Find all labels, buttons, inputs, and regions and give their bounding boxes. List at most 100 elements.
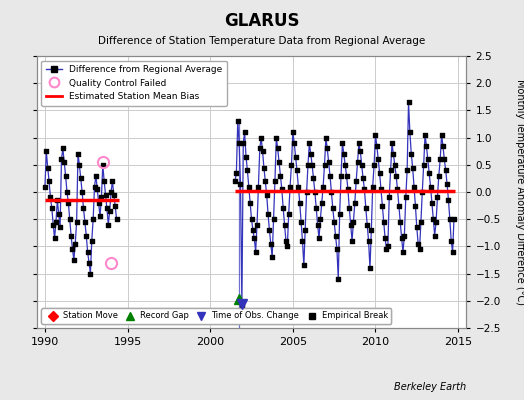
Point [71,240,80,247]
Point [379,219,388,225]
Point [104,222,113,228]
Point [399,249,407,255]
Point [374,156,383,162]
Point [57,156,66,162]
Point [366,265,374,271]
Point [383,246,391,252]
Point [364,238,373,244]
Point [331,232,340,239]
Point [46,194,54,201]
Point [75,162,83,168]
Point [344,186,352,192]
Point [377,186,385,192]
Point [245,183,253,190]
Point [97,194,106,201]
Point [243,167,252,174]
Point [322,134,330,141]
Point [420,162,428,168]
Point [61,172,70,179]
Point [378,202,387,209]
Point [264,210,272,217]
Point [41,183,49,190]
Point [258,148,267,154]
Point [107,189,115,195]
Point [307,151,315,157]
Point [291,154,300,160]
Point [105,208,114,214]
Point [250,235,258,242]
Point [92,172,100,179]
Point [326,172,334,179]
Point [271,178,279,184]
Point [422,142,431,149]
Point [444,197,453,203]
Point [385,194,394,201]
Point [103,205,111,212]
Point [353,159,362,165]
Point [108,178,117,184]
Point [88,238,96,244]
Point [341,162,350,168]
Point [313,222,322,228]
Point [311,189,319,195]
Point [265,227,274,233]
Point [293,167,301,174]
Point [355,140,363,146]
Point [289,129,297,135]
Point [96,213,104,220]
Point [72,219,81,225]
Point [395,202,403,209]
Point [56,224,64,230]
Point [417,219,425,225]
Point [93,186,102,192]
Point [368,183,377,190]
Point [52,219,60,225]
Point [54,210,63,217]
Point [99,162,107,168]
Point [78,189,86,195]
Text: Berkeley Earth: Berkeley Earth [394,382,466,392]
Point [407,151,416,157]
Point [85,260,93,266]
Point [359,175,367,182]
Point [410,183,418,190]
Point [276,172,285,179]
Point [397,235,406,242]
Point [367,227,376,233]
Point [447,238,455,244]
Point [232,170,241,176]
Point [434,172,443,179]
Point [438,132,446,138]
Point [316,216,324,222]
Point [70,257,78,263]
Point [439,142,447,149]
Point [79,205,88,212]
Point [315,235,323,242]
Text: GLARUS: GLARUS [224,12,300,30]
Point [254,183,263,190]
Point [443,181,451,187]
Point [412,224,421,230]
Point [272,134,280,141]
Point [432,219,440,225]
Point [285,210,293,217]
Point [327,189,335,195]
Point [268,254,276,260]
Point [429,216,438,222]
Point [352,178,361,184]
Point [252,249,260,255]
Point [436,156,444,162]
Point [77,175,85,182]
Point [86,270,95,277]
Point [305,140,313,146]
Point [416,246,424,252]
Point [335,210,344,217]
Point [68,246,77,252]
Point [421,132,429,138]
Point [294,183,302,190]
Point [241,129,249,135]
Point [373,142,381,149]
Point [302,189,311,195]
Point [296,200,304,206]
Point [238,303,246,310]
